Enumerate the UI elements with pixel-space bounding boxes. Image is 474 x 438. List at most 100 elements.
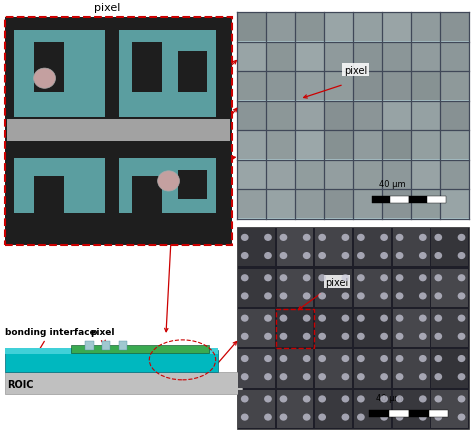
Text: pixel: pixel — [90, 328, 115, 345]
Circle shape — [458, 413, 465, 421]
Bar — [389, 410, 409, 417]
Bar — [354, 14, 382, 42]
Bar — [178, 170, 207, 200]
Circle shape — [280, 252, 287, 260]
Circle shape — [319, 275, 326, 282]
Bar — [354, 229, 391, 267]
Circle shape — [241, 275, 248, 282]
Circle shape — [319, 413, 326, 421]
Circle shape — [434, 252, 442, 260]
Bar — [393, 229, 429, 267]
Circle shape — [380, 234, 388, 241]
Circle shape — [158, 171, 180, 191]
Circle shape — [303, 293, 310, 300]
Bar — [325, 43, 353, 71]
Bar — [325, 72, 353, 101]
Bar — [441, 102, 469, 131]
Circle shape — [264, 252, 272, 260]
Circle shape — [380, 315, 388, 322]
Bar — [441, 43, 469, 71]
Circle shape — [280, 315, 287, 322]
Bar — [431, 309, 468, 347]
Circle shape — [303, 234, 310, 241]
Circle shape — [458, 293, 465, 300]
Bar — [354, 309, 391, 347]
Bar — [237, 228, 469, 429]
Bar — [441, 14, 469, 42]
Bar — [277, 390, 313, 428]
Bar — [325, 102, 353, 131]
Circle shape — [396, 333, 403, 340]
Circle shape — [396, 293, 403, 300]
Bar — [411, 190, 440, 219]
Text: ROIC: ROIC — [7, 379, 34, 389]
Bar — [315, 229, 352, 267]
Bar — [5, 350, 218, 373]
Bar — [428, 410, 448, 417]
Circle shape — [419, 315, 427, 322]
Circle shape — [241, 413, 248, 421]
Bar — [369, 410, 389, 417]
Bar — [277, 269, 313, 307]
Circle shape — [357, 373, 365, 381]
Circle shape — [341, 355, 349, 362]
Bar — [325, 161, 353, 189]
Circle shape — [434, 315, 442, 322]
Bar — [266, 131, 294, 160]
Circle shape — [303, 315, 310, 322]
Circle shape — [280, 293, 287, 300]
Circle shape — [341, 275, 349, 282]
Circle shape — [264, 275, 272, 282]
Bar — [277, 229, 313, 267]
Bar — [383, 14, 410, 42]
Circle shape — [380, 252, 388, 260]
Circle shape — [458, 373, 465, 381]
Bar — [102, 341, 110, 350]
Bar — [354, 72, 382, 101]
Circle shape — [396, 275, 403, 282]
Bar — [266, 14, 294, 42]
Bar — [276, 309, 314, 348]
Circle shape — [419, 275, 427, 282]
Bar — [354, 102, 382, 131]
Circle shape — [396, 315, 403, 322]
Circle shape — [419, 252, 427, 260]
Circle shape — [396, 252, 403, 260]
Bar — [428, 196, 446, 204]
Circle shape — [380, 275, 388, 282]
Bar — [266, 190, 294, 219]
Circle shape — [357, 293, 365, 300]
Circle shape — [419, 396, 427, 403]
Bar — [116, 159, 216, 213]
Circle shape — [434, 275, 442, 282]
Circle shape — [241, 373, 248, 381]
Circle shape — [319, 355, 326, 362]
Circle shape — [396, 355, 403, 362]
Circle shape — [303, 396, 310, 403]
Bar — [296, 102, 324, 131]
Circle shape — [357, 396, 365, 403]
Circle shape — [396, 234, 403, 241]
Circle shape — [264, 315, 272, 322]
Circle shape — [241, 315, 248, 322]
Circle shape — [396, 413, 403, 421]
Bar — [383, 102, 410, 131]
Circle shape — [380, 293, 388, 300]
Bar — [7, 120, 230, 141]
Circle shape — [280, 234, 287, 241]
Circle shape — [396, 396, 403, 403]
Bar — [441, 190, 469, 219]
Circle shape — [341, 413, 349, 421]
Bar — [383, 43, 410, 71]
Bar — [431, 350, 468, 388]
Circle shape — [434, 333, 442, 340]
Bar — [296, 14, 324, 42]
Circle shape — [319, 293, 326, 300]
Bar — [296, 43, 324, 71]
Circle shape — [357, 355, 365, 362]
Bar — [14, 31, 105, 118]
Circle shape — [319, 333, 326, 340]
Bar — [354, 131, 382, 160]
Circle shape — [264, 293, 272, 300]
Circle shape — [319, 234, 326, 241]
